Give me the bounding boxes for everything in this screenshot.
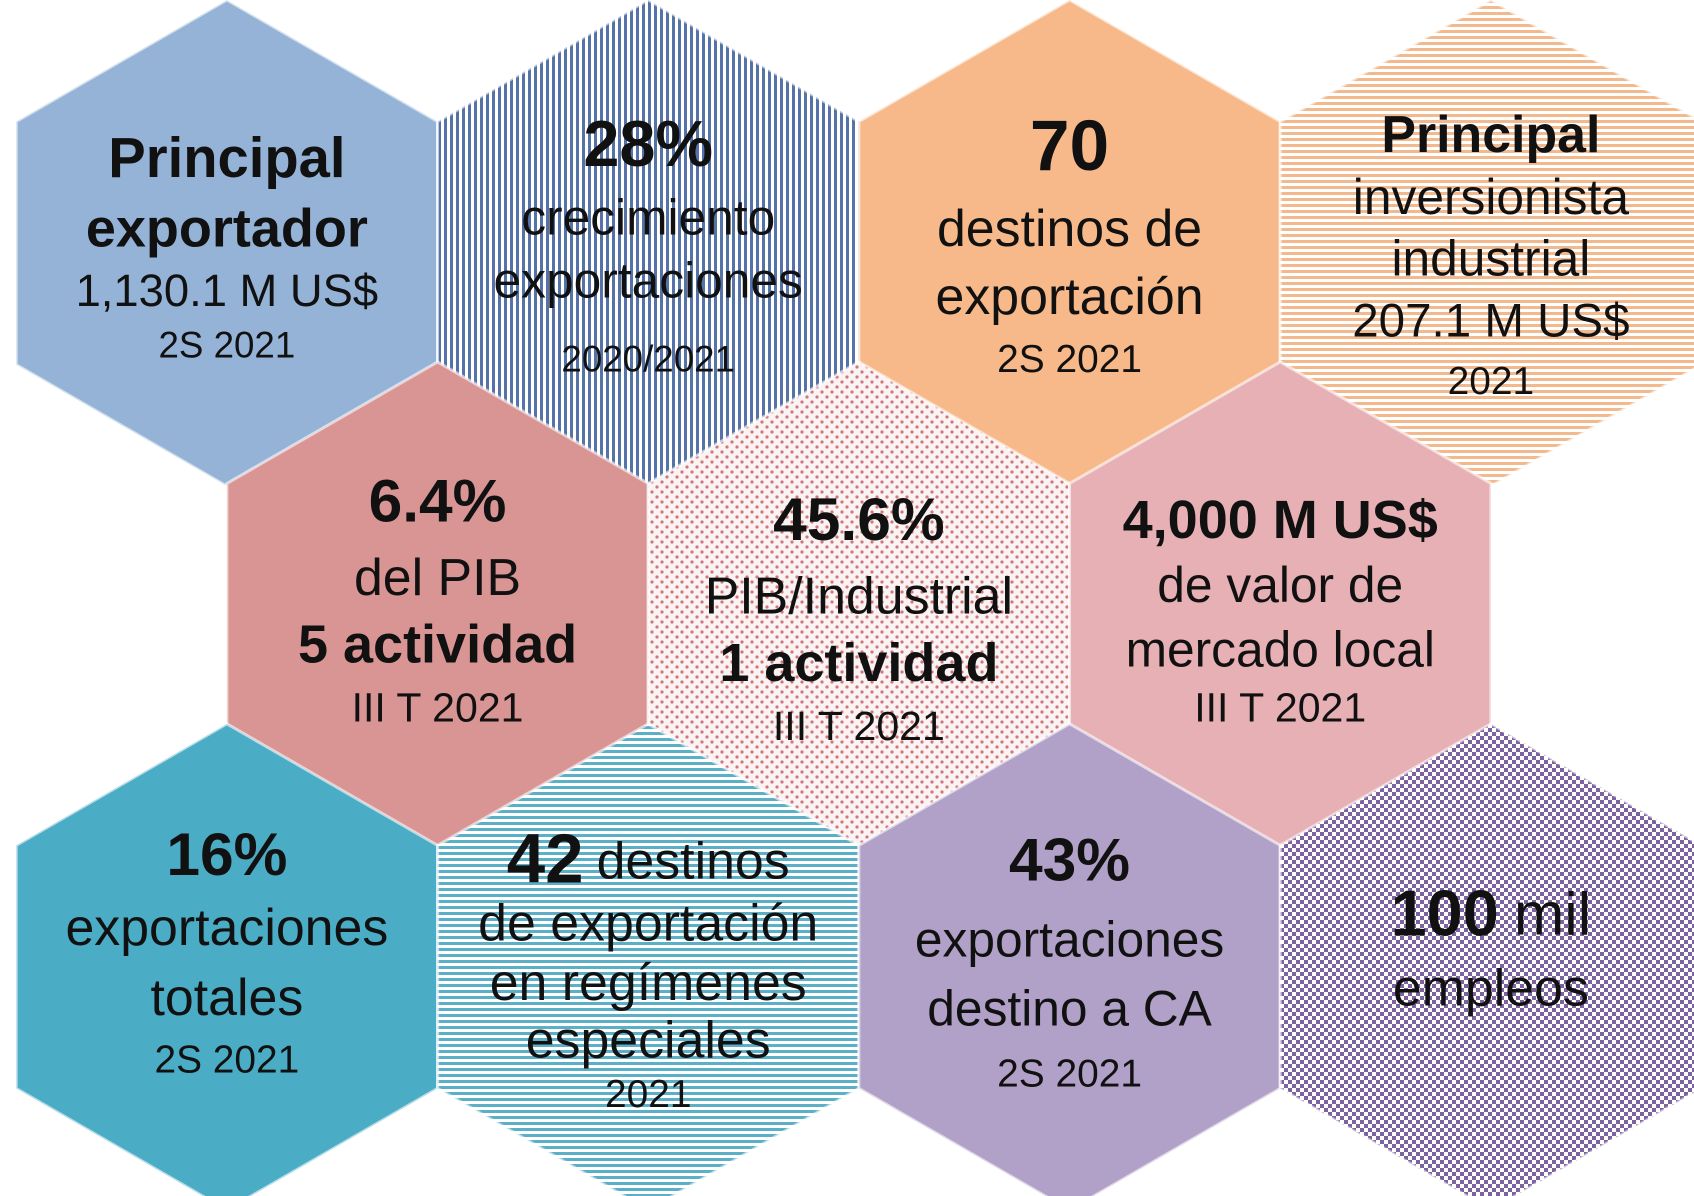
hexagon-text: 2S 2021: [154, 1038, 299, 1081]
hexagon-text: 2S 2021: [997, 338, 1142, 381]
text: mil: [1514, 879, 1591, 947]
hexagon-text: Principal: [1381, 105, 1600, 163]
hexagon: 16% exportaciones totales 2S 2021: [14, 722, 440, 1196]
hexagon: 45.6% PIB/Industrial 1 actividad III T 2021: [646, 360, 1072, 850]
hexagon-text: mercado local: [1126, 622, 1435, 678]
hexagon-text: 2021: [1448, 360, 1534, 403]
strong-text: 100: [1391, 876, 1499, 949]
hexagon-text: 1,130.1 M US$: [76, 265, 379, 316]
hexagon-text: exportaciones: [915, 911, 1224, 967]
hexagon-text: 43%: [1009, 825, 1130, 893]
hexagon-text: crecimiento: [521, 190, 775, 246]
hexagon-text: empleos: [1393, 958, 1589, 1016]
hexagon-text: exportación: [936, 267, 1204, 325]
hexagon-text: del PIB: [354, 548, 521, 606]
hexagon-text: 5 actividad: [298, 614, 577, 674]
hexagon-text: 2S 2021: [158, 325, 295, 366]
hexagon: 70 destinos de exportación 2S 2021: [857, 0, 1282, 488]
hexagon-text: III T 2021: [773, 703, 945, 749]
hexagon-text: III T 2021: [352, 685, 524, 731]
hexagon-text: 16%: [166, 820, 287, 888]
hexagon-text: exportador: [86, 199, 368, 259]
text: destinos: [597, 831, 790, 889]
hexagon-text: exportaciones: [65, 898, 388, 956]
hexagon-text: 28%: [583, 107, 713, 180]
hexagon: Principal inversionista industrial 207.1 M …: [1278, 0, 1694, 488]
strong-text: 42: [507, 820, 584, 898]
hexagon-text: 42 destinos: [507, 820, 790, 898]
hexagon: 100 mil empleos: [1278, 722, 1694, 1196]
hexagon-text: 1 actividad: [719, 633, 998, 693]
hexagon: 28% crecimiento exportaciones 2020/2021: [436, 0, 861, 488]
hexagon-text: 2S 2021: [997, 1052, 1142, 1095]
hexagon-text: 4,000 M US$: [1123, 490, 1438, 550]
hexagon-text: 2021: [605, 1073, 691, 1116]
hexagon-text: Principal: [108, 126, 345, 189]
hexagon-shape: [1278, 722, 1694, 1196]
hexagon-text: destinos de: [937, 199, 1202, 257]
hexagon-text: 6.4%: [369, 467, 507, 535]
hexagon-text: totales: [151, 968, 304, 1026]
hexagon-text: 207.1 M US$: [1352, 295, 1629, 348]
hexagon-text: de valor de: [1157, 557, 1403, 613]
hexagon: 43% exportaciones destino a CA 2S 2021: [857, 722, 1282, 1196]
hexagon-text: inversionista: [1353, 169, 1630, 225]
hexagon-text: PIB/Industrial: [705, 566, 1013, 624]
hexagon-text: III T 2021: [1194, 685, 1366, 731]
hexagon-text: exportaciones: [494, 252, 803, 308]
hexagon-text: 45.6%: [773, 485, 945, 553]
hexagon: 6.4% del PIB 5 actividad III T 2021: [225, 360, 650, 850]
hexagon: Principal exportador 1,130.1 M US$ 2S 2021: [14, 0, 440, 488]
hexagon: 4,000 M US$ de valor de mercado local III T…: [1068, 360, 1493, 850]
hexagon-text: 100 mil: [1391, 876, 1592, 949]
hexagon-text: de exportación: [478, 894, 818, 952]
hexagon-text: en regímenes: [490, 953, 807, 1011]
hexagon-text: 2020/2021: [561, 339, 735, 380]
hexagon-text: 70: [1030, 106, 1109, 186]
hexagon-text: especiales: [526, 1010, 771, 1068]
hexagon-text: industrial: [1391, 231, 1590, 287]
hexagon-text: destino a CA: [927, 980, 1212, 1036]
